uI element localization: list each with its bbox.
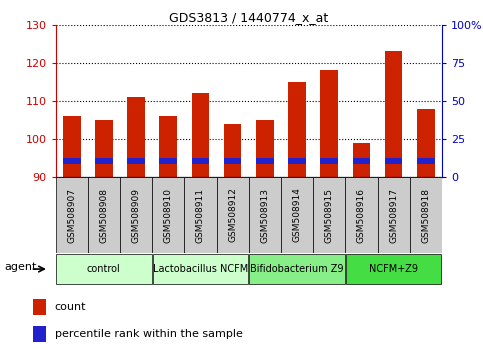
- Bar: [88, 177, 120, 253]
- Text: GSM508916: GSM508916: [357, 188, 366, 242]
- Text: GSM508917: GSM508917: [389, 188, 398, 242]
- Text: GSM508918: GSM508918: [421, 188, 430, 242]
- Bar: [33, 326, 46, 342]
- Text: GSM508910: GSM508910: [164, 188, 173, 242]
- Bar: [56, 254, 152, 284]
- Bar: [313, 177, 345, 253]
- Bar: [95, 120, 113, 177]
- Bar: [346, 254, 441, 284]
- Bar: [249, 177, 281, 253]
- Text: GSM508914: GSM508914: [293, 188, 301, 242]
- Text: agent: agent: [4, 262, 37, 273]
- Bar: [256, 158, 274, 164]
- Bar: [216, 177, 249, 253]
- Bar: [63, 158, 81, 164]
- Title: GDS3813 / 1440774_x_at: GDS3813 / 1440774_x_at: [169, 11, 328, 24]
- Text: GSM508913: GSM508913: [260, 188, 270, 242]
- Bar: [153, 254, 248, 284]
- Bar: [159, 116, 177, 177]
- Bar: [185, 177, 216, 253]
- Text: control: control: [87, 264, 121, 274]
- Bar: [95, 158, 113, 164]
- Bar: [281, 177, 313, 253]
- Bar: [353, 158, 370, 164]
- Bar: [63, 116, 81, 177]
- Text: percentile rank within the sample: percentile rank within the sample: [55, 329, 242, 339]
- Bar: [353, 143, 370, 177]
- Bar: [320, 158, 338, 164]
- Text: GSM508908: GSM508908: [99, 188, 108, 242]
- Bar: [417, 108, 435, 177]
- Bar: [152, 177, 185, 253]
- Text: Lactobacillus NCFM: Lactobacillus NCFM: [153, 264, 248, 274]
- Bar: [249, 254, 345, 284]
- Text: GSM508911: GSM508911: [196, 188, 205, 242]
- Text: Bifidobacterium Z9: Bifidobacterium Z9: [250, 264, 344, 274]
- Bar: [288, 82, 306, 177]
- Bar: [159, 158, 177, 164]
- Bar: [378, 177, 410, 253]
- Bar: [385, 158, 402, 164]
- Bar: [320, 70, 338, 177]
- Bar: [345, 177, 378, 253]
- Bar: [192, 93, 209, 177]
- Text: GSM508907: GSM508907: [67, 188, 76, 242]
- Bar: [224, 124, 242, 177]
- Bar: [120, 177, 152, 253]
- Bar: [385, 51, 402, 177]
- Text: NCFM+Z9: NCFM+Z9: [369, 264, 418, 274]
- Bar: [33, 299, 46, 315]
- Text: GSM508915: GSM508915: [325, 188, 334, 242]
- Bar: [288, 158, 306, 164]
- Text: GSM508912: GSM508912: [228, 188, 237, 242]
- Text: GSM508909: GSM508909: [131, 188, 141, 242]
- Bar: [256, 120, 274, 177]
- Bar: [224, 158, 242, 164]
- Bar: [127, 158, 145, 164]
- Text: count: count: [55, 302, 86, 313]
- Bar: [417, 158, 435, 164]
- Bar: [410, 177, 442, 253]
- Bar: [127, 97, 145, 177]
- Bar: [192, 158, 209, 164]
- Bar: [56, 177, 88, 253]
